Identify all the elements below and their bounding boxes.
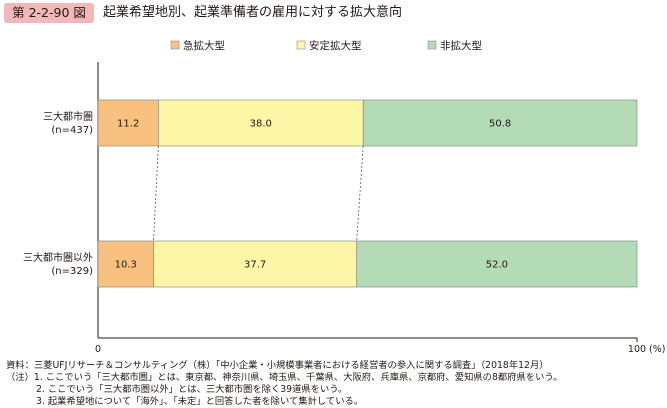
legend-swatch-2 xyxy=(296,40,306,50)
bar-value-label-2-1: 10.3 xyxy=(115,260,137,271)
bar-segment-2-1 xyxy=(97,240,154,288)
connector-line-2 xyxy=(356,145,364,242)
legend-label-3: 非拡大型 xyxy=(440,39,482,52)
note-1: （注）1. ここでいう「三大都市圏」とは、東京都、神奈川県、埼玉県、千葉県、大阪… xyxy=(6,372,563,383)
category-n-1: (n=437) xyxy=(51,125,93,136)
note-3: 3. 起業希望地について「海外」、「未定」と回答した者を除いて集計している。 xyxy=(36,396,364,407)
category-label-2: 三大都市圏以外 xyxy=(23,251,93,264)
legend: 急拡大型 安定拡大型 非拡大型 xyxy=(170,39,482,52)
bar-value-label-1-2: 38.0 xyxy=(250,119,272,130)
note-2: 2. ここでいう「三大都市圏以外」とは、三大都市圏を除く39道県をいう。 xyxy=(36,384,348,395)
category-label-1: 三大都市圏 xyxy=(43,110,93,123)
category-labels: 三大都市圏 (n=437) 三大都市圏以外 (n=329) xyxy=(23,110,93,277)
category-n-2: (n=329) xyxy=(51,266,93,277)
x-axis-unit: (%) xyxy=(649,344,665,355)
legend-label-2: 安定拡大型 xyxy=(309,39,362,52)
source-note: 資料：三菱UFJリサーチ＆コンサルティング（株）「中小企業・小規模事業者における… xyxy=(6,360,549,371)
figure-number-badge: 第 2-2-90 図 xyxy=(4,3,94,23)
connector-line-1 xyxy=(153,145,159,242)
x-tick-label-100: 100 xyxy=(628,344,646,355)
x-tick-label-0: 0 xyxy=(95,344,101,355)
legend-label-1: 急拡大型 xyxy=(183,39,225,52)
bar-value-label-1-1: 11.2 xyxy=(117,119,139,130)
bars-group: 11.2 38.0 50.8 10.3 37.7 52.0 xyxy=(97,99,638,288)
bar-segment-2-2 xyxy=(153,240,358,288)
stacked-bar-chart: 急拡大型 安定拡大型 非拡大型 0 100 (%) 11.2 38.0 50.8 10.3 37… xyxy=(23,39,665,355)
figure-title: 起業希望地別、起業準備者の雇用に対する拡大意向 xyxy=(103,5,403,20)
connector-lines xyxy=(153,145,364,242)
bar-value-label-2-2: 37.7 xyxy=(244,260,266,271)
bar-segment-1-3 xyxy=(362,99,638,147)
legend-swatch-1 xyxy=(170,40,180,50)
bar-value-label-2-3: 52.0 xyxy=(486,260,508,271)
bar-segment-1-2 xyxy=(158,99,364,147)
bar-segment-2-3 xyxy=(356,240,638,288)
legend-swatch-3 xyxy=(427,40,437,50)
bar-value-label-1-3: 50.8 xyxy=(489,119,511,130)
